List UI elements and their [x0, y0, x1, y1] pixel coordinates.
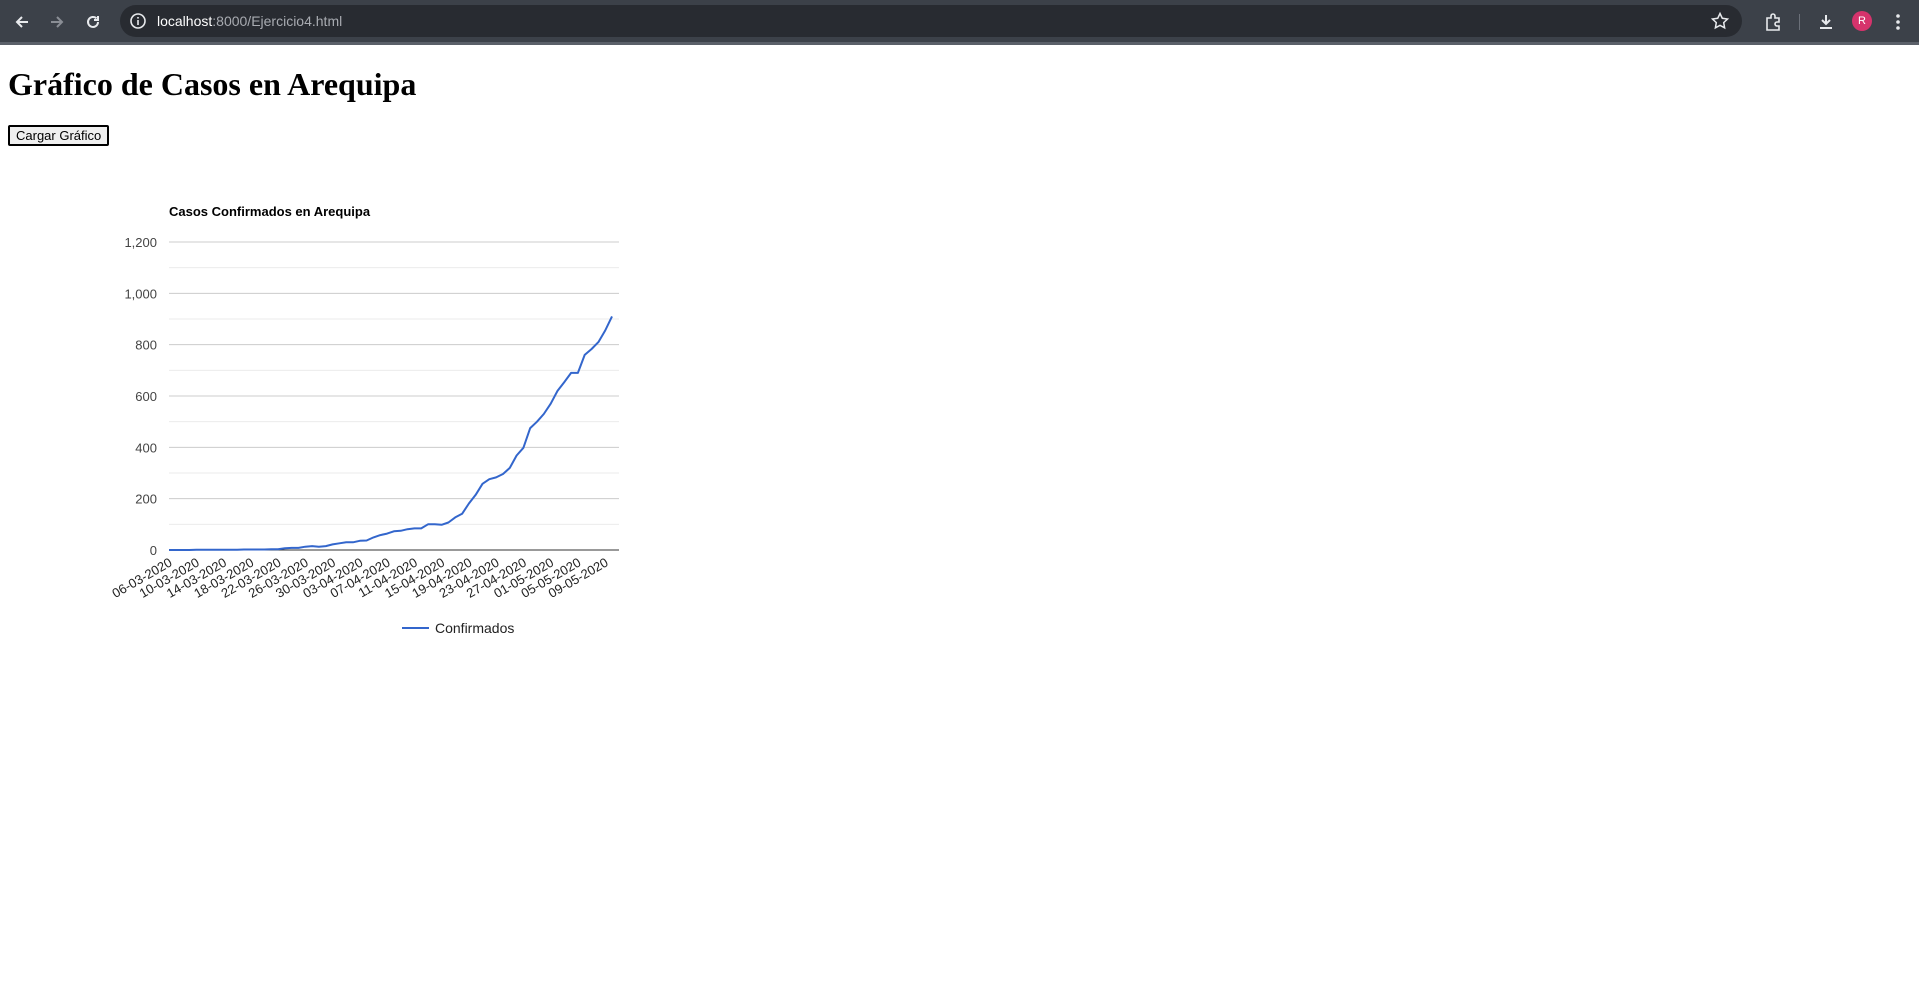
y-tick-label: 1,200	[124, 235, 157, 250]
x-axis-ticks: 06-03-202010-03-202014-03-202018-03-2020…	[109, 555, 610, 601]
y-tick-label: 600	[135, 389, 157, 404]
browser-toolbar: localhost:8000/Ejercicio4.html R	[0, 0, 1919, 45]
menu-kebab-icon[interactable]	[1886, 10, 1910, 34]
bookmark-star-icon[interactable]	[1710, 11, 1730, 31]
toolbar-divider	[0, 42, 1919, 45]
line-chart: Casos Confirmados en Arequipa 0 200 400 600…	[109, 204, 619, 636]
y-tick-label: 1,000	[124, 286, 157, 301]
profile-avatar[interactable]: R	[1852, 11, 1872, 31]
legend-label-confirmados: Confirmados	[435, 620, 514, 636]
y-tick-label: 400	[135, 440, 157, 455]
y-axis-ticks: 0 200 400 600 800 1,000 1,200	[124, 235, 157, 558]
toolbar-separator	[1799, 14, 1800, 30]
y-tick-label: 0	[150, 543, 157, 558]
load-chart-button[interactable]: Cargar Gráfico	[8, 125, 110, 146]
back-icon[interactable]	[10, 10, 34, 34]
chart-series	[169, 315, 613, 551]
url-host: localhost	[157, 13, 213, 29]
series-line-confirmados	[169, 315, 613, 551]
chart-grid	[169, 241, 619, 551]
extensions-icon[interactable]	[1761, 10, 1785, 34]
site-info-icon[interactable]	[129, 12, 147, 30]
url-path: :8000/Ejercicio4.html	[212, 13, 343, 29]
chart-legend: Confirmados	[402, 620, 514, 636]
page-title: Gráfico de Casos en Arequipa	[8, 66, 417, 102]
chart-title: Casos Confirmados en Arequipa	[169, 204, 371, 219]
address-bar[interactable]: localhost:8000/Ejercicio4.html	[120, 5, 1742, 37]
y-tick-label: 800	[135, 338, 157, 353]
reload-icon[interactable]	[81, 10, 105, 34]
url-text[interactable]: localhost:8000/Ejercicio4.html	[157, 5, 342, 37]
y-tick-label: 200	[135, 492, 157, 507]
download-icon[interactable]	[1814, 10, 1838, 34]
forward-icon[interactable]	[45, 10, 69, 34]
